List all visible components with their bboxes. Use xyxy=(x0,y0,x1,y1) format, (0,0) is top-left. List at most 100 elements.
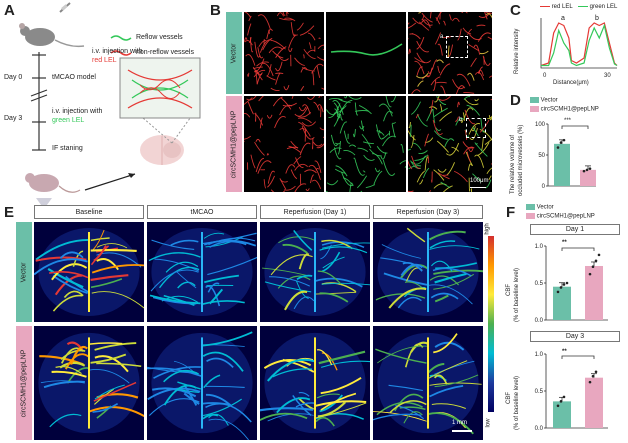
vessel-segment xyxy=(275,61,283,72)
panel-d-label: D xyxy=(510,92,521,109)
legend-treat-f: circSCMH1@pepLNP xyxy=(526,213,595,220)
vessel-segment xyxy=(464,109,476,125)
col-head-tmcao: tMCAO xyxy=(147,205,257,219)
vessel-segment xyxy=(262,37,273,51)
vessel-segment xyxy=(258,39,267,48)
vessel-segment xyxy=(248,15,252,22)
vessel-segment xyxy=(479,128,492,141)
vessel-segment xyxy=(247,23,252,36)
vessel-segment xyxy=(487,36,492,40)
vessel-segment xyxy=(312,141,323,147)
flow-vessel xyxy=(209,240,247,248)
vessel-segment xyxy=(379,130,381,134)
data-point xyxy=(582,169,586,173)
row-label-treat-b: circSCMH1@pepLNP xyxy=(226,96,242,192)
vessel-segment xyxy=(409,124,412,137)
vessel-segment xyxy=(468,44,480,52)
ylabel-d: The relative volume of occluded microves… xyxy=(510,124,524,196)
data-point xyxy=(588,272,592,276)
flow-vessel xyxy=(317,401,346,418)
axes-c xyxy=(540,18,617,69)
vessel-segment xyxy=(333,102,340,111)
vessel-segment xyxy=(474,142,488,157)
flow-vessel xyxy=(399,406,426,411)
flow-vessel xyxy=(202,232,257,245)
vessel-segment xyxy=(363,154,375,161)
vessel-segment xyxy=(268,46,284,54)
vessel-segment xyxy=(333,147,342,160)
vessel-segment xyxy=(462,27,472,35)
laser-vector-baseline xyxy=(34,222,144,322)
col-head-baseline: Baseline xyxy=(34,205,144,219)
scalebar-label-e: 1 mm xyxy=(452,420,467,426)
flow-vessel xyxy=(315,291,357,295)
flow-vessel xyxy=(163,384,197,406)
flow-vessel xyxy=(149,294,201,305)
vessel-segment xyxy=(466,104,480,116)
vessel-segment xyxy=(339,121,348,134)
flow-vessel xyxy=(34,258,88,276)
panel-f-label: F xyxy=(506,204,516,221)
flow-vessel xyxy=(292,394,312,416)
flow-vessel xyxy=(89,406,144,418)
mouse-icon xyxy=(19,23,85,48)
panel-e-label: E xyxy=(4,204,15,221)
flow-vessel xyxy=(427,360,468,380)
vessel-segment xyxy=(451,146,460,152)
vessel-segment xyxy=(408,130,416,141)
y-tick-label: 0 xyxy=(542,184,546,190)
flow-vessel xyxy=(47,268,84,289)
inset-box-b xyxy=(466,118,486,138)
vessel-segment xyxy=(245,54,256,66)
flow-vessel xyxy=(91,264,144,274)
vessel-segment xyxy=(435,16,441,25)
vessel-segment xyxy=(316,56,324,61)
vessel-segment xyxy=(474,71,485,81)
vessel-segment xyxy=(266,28,273,40)
vessel-segment xyxy=(432,79,437,91)
flow-vessel xyxy=(163,369,199,383)
vessel-segment xyxy=(416,66,424,76)
vessel-segment xyxy=(270,87,280,91)
vessel-segment xyxy=(294,183,307,192)
vessel-segment xyxy=(375,124,384,140)
vessel-segment xyxy=(490,99,492,101)
vessel-segment xyxy=(294,163,308,171)
laser-treat-tmcao xyxy=(147,326,257,440)
vessel-segment xyxy=(326,180,339,186)
vessel-segment xyxy=(444,138,455,148)
vessel-segment xyxy=(328,98,343,101)
vessel-segment xyxy=(360,120,365,132)
data-point xyxy=(556,290,560,294)
brain-icon xyxy=(140,135,184,165)
vessel-segment xyxy=(257,47,264,59)
vessel-segment xyxy=(468,147,474,153)
vessel-segment xyxy=(308,164,321,180)
vessel-segment xyxy=(422,167,430,179)
vessel-segment xyxy=(282,102,297,107)
vessel-segment xyxy=(291,96,294,99)
vessel-segment xyxy=(391,123,396,138)
legend-vector-d: Vector xyxy=(530,97,558,104)
flow-vessel xyxy=(96,393,139,399)
flow-vessel xyxy=(35,238,89,261)
vessel-segment xyxy=(279,104,293,116)
legend-green-lel: green LEL xyxy=(578,4,617,10)
vessel-segment xyxy=(380,152,387,160)
vessel-segment xyxy=(259,117,263,129)
model-label: tMCAO model xyxy=(52,74,96,81)
flow-vessel xyxy=(434,272,467,284)
vessel-segment xyxy=(247,101,254,115)
vessel-segment xyxy=(339,99,353,114)
vessel-segment xyxy=(276,12,284,17)
vessel-segment xyxy=(467,163,472,171)
data-point xyxy=(594,370,598,374)
vessel-segment xyxy=(376,145,388,154)
vessel-segment xyxy=(449,14,452,21)
vessel-segment xyxy=(356,175,368,189)
vessel-segment xyxy=(307,32,316,41)
vessel-segment xyxy=(340,113,344,121)
vessel-segment xyxy=(254,41,261,58)
vessel-segment xyxy=(254,141,265,156)
flow-vessel xyxy=(320,377,362,395)
